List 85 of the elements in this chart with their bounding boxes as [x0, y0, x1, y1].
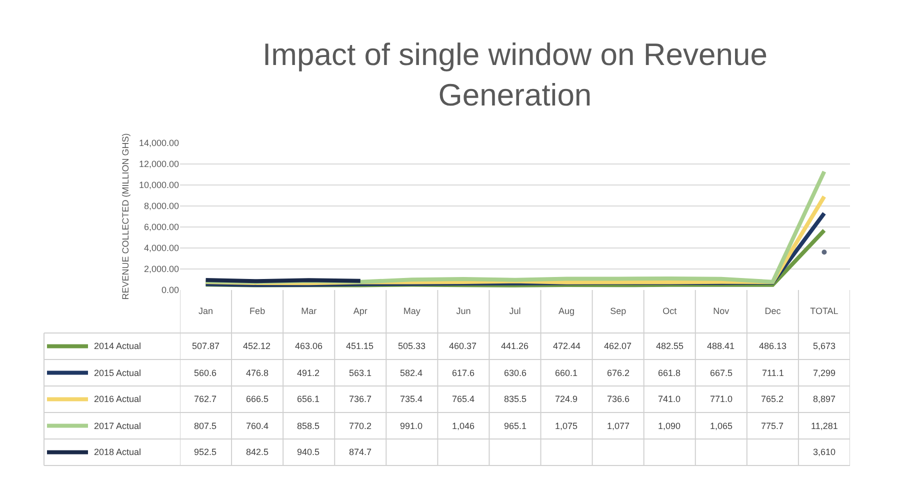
- data-label: 617.6: [452, 368, 475, 378]
- legend-label: 2015 Actual: [94, 368, 142, 378]
- data-label: 1,090: [658, 421, 681, 431]
- data-label: 507.87: [192, 341, 220, 351]
- data-label: 667.5: [710, 368, 733, 378]
- x-tick-label: Oct: [662, 306, 678, 316]
- x-tick-label: Dec: [764, 306, 782, 316]
- data-label: 630.6: [504, 368, 527, 378]
- data-label: 874.7: [349, 447, 372, 457]
- data-label: 724.9: [555, 394, 578, 404]
- x-tick-label: Jan: [198, 306, 214, 316]
- data-label: 505.33: [398, 341, 426, 351]
- legend-label: 2017 Actual: [94, 421, 142, 431]
- legend-label: 2014 Actual: [94, 341, 142, 351]
- data-label: 3,610: [813, 447, 836, 457]
- data-label: 940.5: [297, 447, 320, 457]
- data-label: 476.8: [246, 368, 269, 378]
- data-label: 656.1: [297, 394, 320, 404]
- data-label: 858.5: [297, 421, 320, 431]
- data-label: 741.0: [658, 394, 681, 404]
- data-label: 482.55: [656, 341, 684, 351]
- data-label: 486.13: [759, 341, 787, 351]
- x-tick-label: Mar: [301, 306, 317, 316]
- x-tick-label: TOTAL: [810, 306, 838, 316]
- data-label: 660.1: [555, 368, 578, 378]
- data-label: 736.6: [607, 394, 630, 404]
- data-label: 460.37: [449, 341, 477, 351]
- data-label: 8,897: [813, 394, 836, 404]
- data-label: 775.7: [761, 421, 784, 431]
- data-label: 835.5: [504, 394, 527, 404]
- data-label: 472.44: [553, 341, 581, 351]
- data-label: 770.2: [349, 421, 372, 431]
- x-tick-label: Sep: [610, 306, 626, 316]
- data-label: 451.15: [346, 341, 374, 351]
- data-label: 807.5: [194, 421, 217, 431]
- x-tick-label: Jul: [509, 306, 521, 316]
- x-tick-label: May: [403, 306, 421, 316]
- y-tick-label: 6,000.00: [144, 222, 179, 232]
- data-label: 1,046: [452, 421, 475, 431]
- data-label: 711.1: [762, 368, 784, 378]
- data-label: 736.7: [349, 394, 372, 404]
- data-label: 582.4: [400, 368, 423, 378]
- data-label: 5,673: [813, 341, 836, 351]
- data-label: 563.1: [349, 368, 372, 378]
- y-tick-label: 4,000.00: [144, 243, 179, 254]
- data-label: 735.4: [400, 394, 423, 404]
- y-axis-title: REVENUE COLLECTED (MILLION GHS): [120, 133, 130, 300]
- data-label: 488.41: [707, 341, 735, 351]
- data-label: 7,299: [813, 368, 836, 378]
- data-label: 463.06: [295, 341, 323, 351]
- y-tick-label: 2,000.00: [144, 264, 179, 274]
- x-tick-label: Nov: [713, 306, 730, 316]
- data-label: 965.1: [504, 421, 527, 431]
- data-label: 1,065: [710, 421, 733, 431]
- data-label: 1,077: [607, 421, 630, 431]
- y-tick-label: 12,000.00: [138, 159, 179, 170]
- x-tick-label: Jun: [456, 306, 471, 316]
- data-label: 462.07: [604, 341, 632, 351]
- data-label: 765.2: [761, 394, 784, 404]
- data-label: 676.2: [607, 368, 630, 378]
- data-label: 765.4: [452, 394, 475, 404]
- data-label: 760.4: [246, 421, 269, 431]
- y-tick-label: 10,000.00: [138, 180, 179, 190]
- data-label: 762.7: [194, 394, 217, 404]
- data-label: 1,075: [555, 421, 578, 431]
- x-tick-label: Apr: [353, 306, 368, 316]
- y-tick-label: 0.00: [161, 285, 179, 296]
- data-label: 666.5: [246, 394, 269, 404]
- data-label: 842.5: [246, 447, 269, 457]
- y-tick-label: 14,000.00: [138, 138, 179, 148]
- x-tick-label: Feb: [250, 306, 266, 316]
- legend-label: 2016 Actual: [94, 394, 142, 404]
- data-label: 991.0: [400, 421, 423, 431]
- data-label: 11,281: [811, 421, 838, 431]
- data-label: 771.0: [710, 394, 733, 404]
- y-tick-label: 8,000.00: [144, 201, 179, 212]
- data-label: 560.6: [194, 368, 217, 378]
- data-label: 441.26: [501, 341, 529, 351]
- data-label: 452.12: [243, 341, 271, 351]
- data-label: 491.2: [297, 368, 320, 378]
- x-tick-label: Aug: [558, 306, 575, 316]
- chart-title: Impact of single window on Revenue Generation: [262, 37, 768, 112]
- legend-label: 2018 Actual: [94, 447, 142, 457]
- data-label: 952.5: [194, 447, 217, 457]
- data-label: 661.8: [658, 368, 681, 378]
